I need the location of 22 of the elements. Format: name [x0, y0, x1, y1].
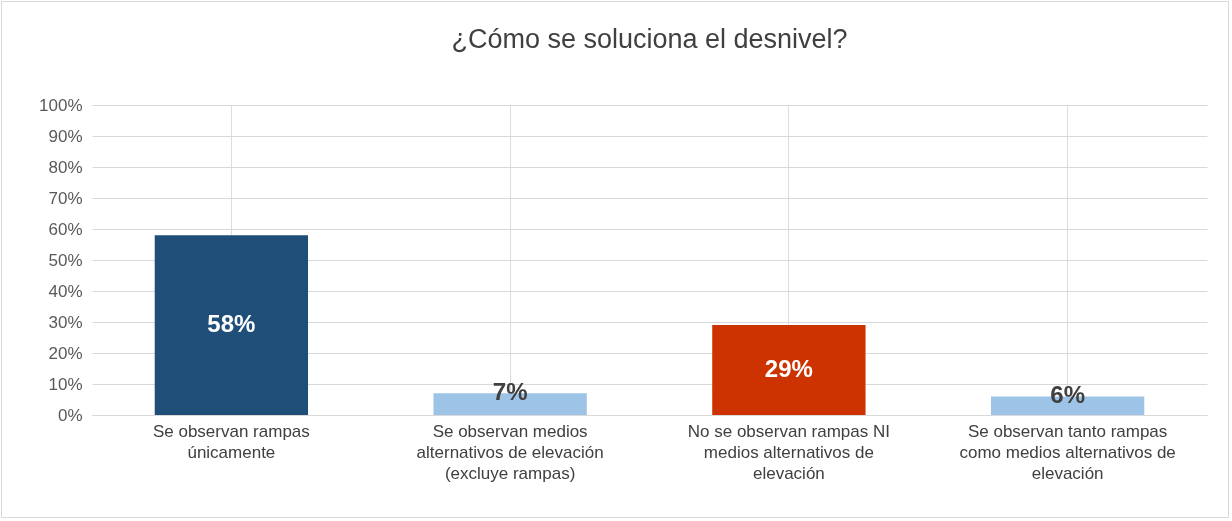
y-tick-label: 20% [48, 343, 83, 363]
y-tick-label: 70% [48, 188, 83, 208]
bar [154, 235, 309, 415]
y-tick-label: 30% [48, 312, 83, 332]
data-label: 6% [1050, 381, 1085, 409]
x-tick-label: Se observan rampas únicamente [152, 421, 310, 462]
y-tick-label: 90% [48, 126, 83, 146]
x-tick-label: No se observan rampas NI medios alternativos de elevación [687, 421, 890, 483]
y-tick-label: 100% [39, 95, 83, 115]
data-label: 7% [492, 378, 528, 406]
y-tick-label: 50% [48, 250, 83, 270]
y-tick-label: 40% [48, 281, 83, 301]
data-label: 29% [764, 355, 813, 383]
x-tick-label: Se observan medios alternativos de elevación (excluye rampas) [416, 421, 604, 483]
y-tick-label: 10% [48, 374, 83, 394]
bar [712, 325, 866, 415]
data-label: 58% [207, 310, 256, 338]
y-tick-label: 80% [48, 157, 83, 177]
y-tick-label: 60% [48, 219, 83, 239]
x-tick-label: Se observan tanto rampas como medios alternativos de elevación [959, 421, 1176, 483]
chart-title: ¿Cómo se soluciona el desnivel? [451, 24, 848, 54]
y-tick-label: 0% [57, 405, 83, 425]
